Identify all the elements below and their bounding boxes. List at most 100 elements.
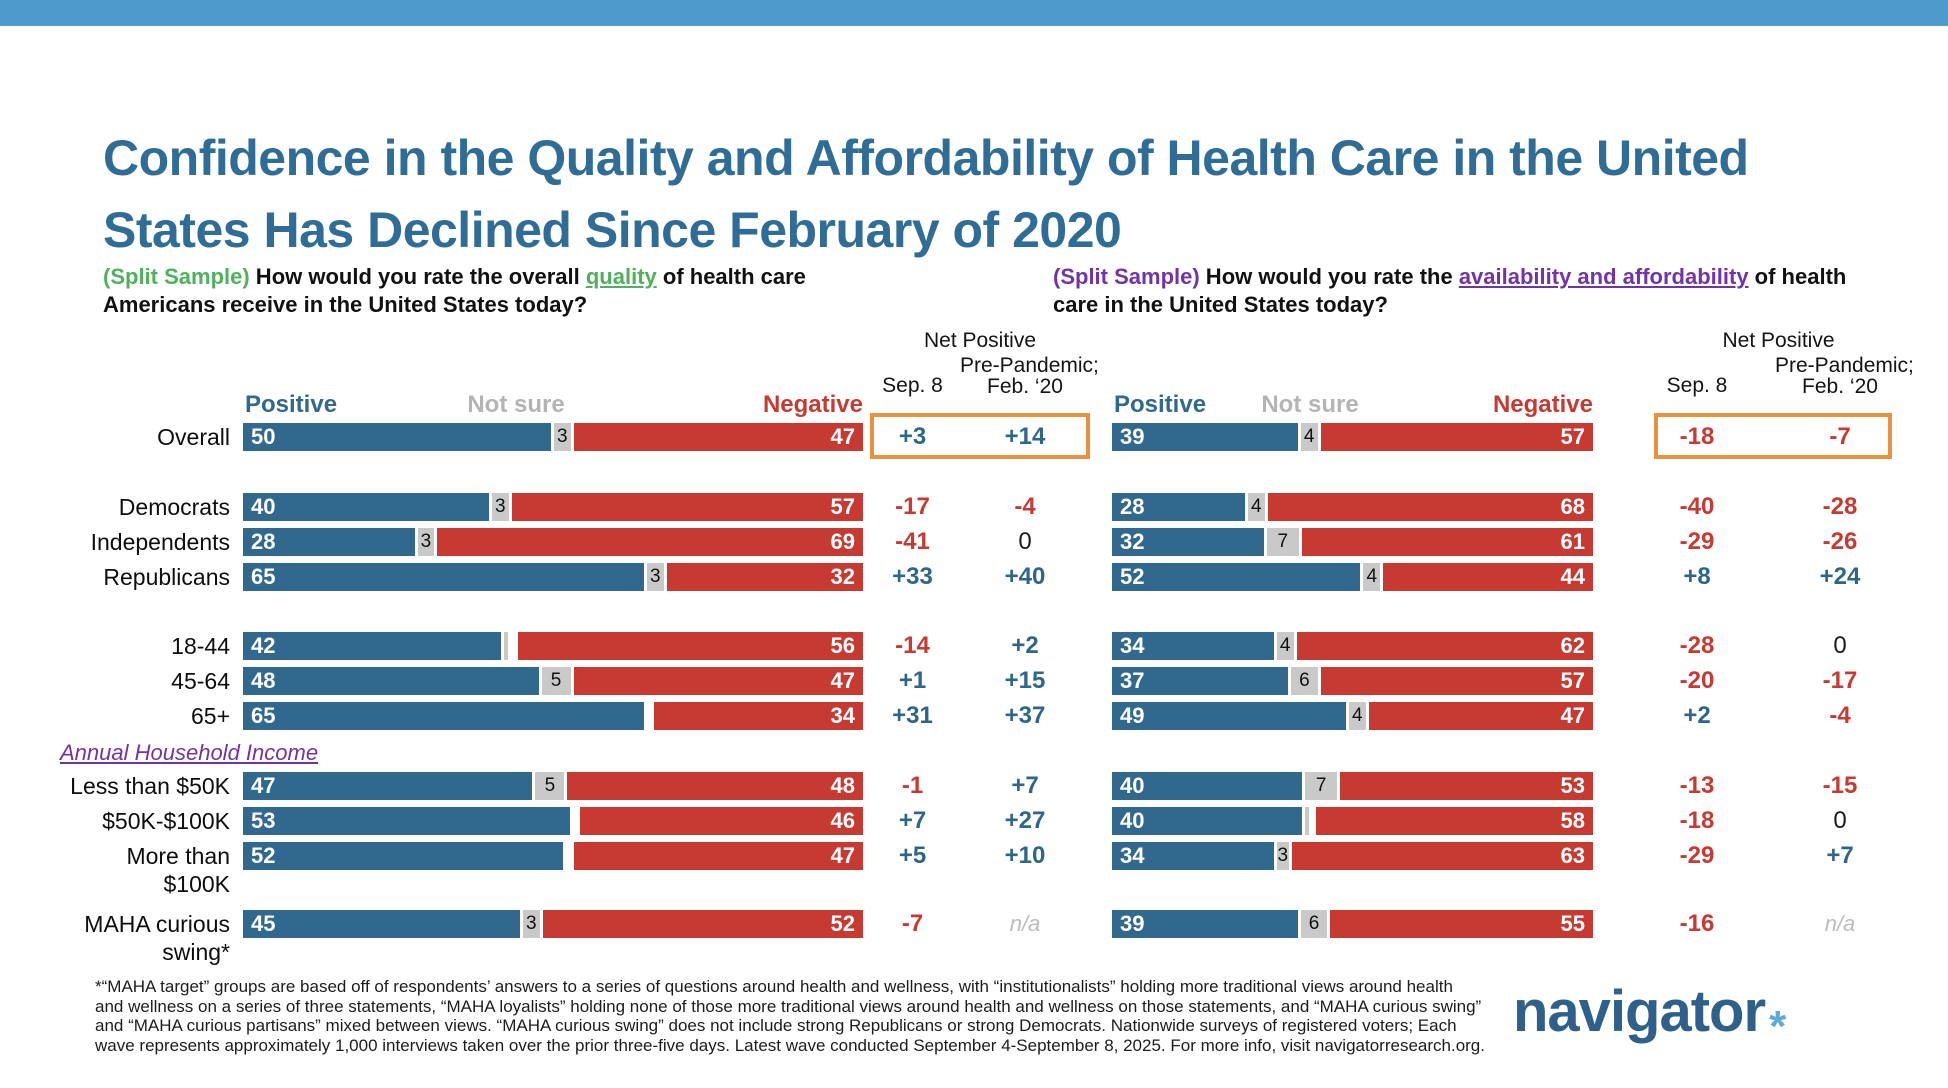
stacked-bar: 32 7 61 bbox=[1112, 528, 1593, 556]
bar-segment-positive: 34 bbox=[1112, 842, 1274, 870]
table-row: Less than $50K 47 5 48 -1 +7 40 7 53 -13 -15 bbox=[0, 772, 1948, 800]
positive-value: 39 bbox=[1120, 424, 1145, 449]
net-value: 0 bbox=[1833, 807, 1847, 834]
bar-segment-positive: 39 bbox=[1112, 910, 1298, 938]
net-value: -7 bbox=[1829, 423, 1851, 450]
stacked-bar: 39 6 55 bbox=[1112, 910, 1593, 938]
bar-segment-positive: 34 bbox=[1112, 632, 1274, 660]
bar-segment-negative: 48 bbox=[567, 772, 863, 800]
stacked-bar: 49 4 47 bbox=[1112, 702, 1593, 730]
stacked-bar: 53 46 bbox=[243, 807, 863, 835]
bar-segment-positive: 28 bbox=[243, 528, 415, 556]
not-sure-value: 4 bbox=[1352, 705, 1363, 726]
bar-segment-positive: 53 bbox=[243, 807, 570, 835]
stacked-bar: 40 7 53 bbox=[1112, 772, 1593, 800]
net-value: 0 bbox=[1018, 528, 1032, 555]
negative-value: 47 bbox=[830, 668, 855, 693]
bar-segment-negative: 47 bbox=[573, 423, 863, 451]
not-sure-value: 3 bbox=[1277, 845, 1289, 866]
not-sure-value: 7 bbox=[1277, 531, 1289, 552]
split-sample-tag-left: (Split Sample) bbox=[103, 264, 250, 289]
row-label: Overall bbox=[157, 424, 230, 450]
row-label: More than $100K bbox=[126, 843, 230, 897]
table-row: Democrats 40 3 57 -17 -4 28 4 68 -40 -28 bbox=[0, 493, 1948, 521]
bar-segment-positive: 40 bbox=[243, 493, 489, 521]
net-value: -20 bbox=[1679, 667, 1715, 694]
net-value: +27 bbox=[1004, 807, 1046, 834]
net-value: -13 bbox=[1679, 772, 1715, 799]
stacked-bar: 28 4 68 bbox=[1112, 493, 1593, 521]
negative-value: 69 bbox=[830, 529, 855, 554]
net-value: +40 bbox=[1004, 563, 1046, 590]
table-row: More than $100K 52 47 +5 +10 34 3 63 -29 +7 bbox=[0, 842, 1948, 897]
negative-header-right: Negative bbox=[1492, 391, 1593, 418]
bar-segment-positive: 28 bbox=[1112, 493, 1245, 521]
bar-segment-negative: 69 bbox=[437, 528, 863, 556]
bar-segment-negative: 61 bbox=[1301, 528, 1593, 556]
net-value: -26 bbox=[1822, 528, 1858, 555]
positive-value: 52 bbox=[251, 843, 276, 868]
positive-value: 65 bbox=[251, 564, 276, 589]
bar-segment-positive: 65 bbox=[243, 702, 644, 730]
bar-segment-positive: 32 bbox=[1112, 528, 1264, 556]
table-row: $50K-$100K 53 46 +7 +27 40 58 -18 0 bbox=[0, 807, 1948, 835]
bar-segment-not-sure: 3 bbox=[492, 493, 509, 521]
net-value: -41 bbox=[895, 528, 930, 555]
net-value: -17 bbox=[1822, 667, 1858, 694]
row-label: 65+ bbox=[190, 703, 230, 729]
bar-segment-negative: 32 bbox=[666, 563, 863, 591]
bar-segment-not-sure bbox=[504, 632, 509, 660]
question-highlight-quality: quality bbox=[585, 264, 657, 289]
stacked-bar: 37 6 57 bbox=[1112, 667, 1593, 695]
positive-header-right: Positive bbox=[1114, 391, 1207, 418]
negative-value: 56 bbox=[830, 633, 855, 658]
stacked-bar: 52 47 bbox=[243, 842, 863, 870]
positive-header-left: Positive bbox=[245, 391, 338, 418]
negative-value: 48 bbox=[830, 773, 855, 798]
bar-segment-not-sure: 3 bbox=[554, 423, 571, 451]
bar-segment-negative: 56 bbox=[517, 632, 863, 660]
negative-value: 34 bbox=[830, 703, 855, 728]
stacked-bar: 40 3 57 bbox=[243, 493, 863, 521]
positive-value: 52 bbox=[1120, 564, 1145, 589]
net-value: +31 bbox=[892, 702, 933, 729]
stacked-bar: 48 5 47 bbox=[243, 667, 863, 695]
bar-segment-not-sure: 3 bbox=[1276, 842, 1289, 870]
net-value: +14 bbox=[1004, 423, 1046, 450]
net-value: 0 bbox=[1833, 632, 1847, 659]
stacked-bar: 28 3 69 bbox=[243, 528, 863, 556]
stacked-bar: 45 3 52 bbox=[243, 910, 863, 938]
question-affordability: (Split Sample) How would you rate the av… bbox=[1053, 263, 1883, 319]
top-accent-bar bbox=[0, 0, 1948, 26]
bar-segment-negative: 57 bbox=[511, 493, 863, 521]
table-row: Republicans 65 3 32 +33 +40 52 4 44 +8 +24 bbox=[0, 563, 1948, 591]
bar-segment-not-sure: 6 bbox=[1290, 667, 1318, 695]
net-value: +7 bbox=[1826, 842, 1854, 869]
bar-segment-negative: 63 bbox=[1291, 842, 1593, 870]
positive-value: 40 bbox=[1120, 808, 1145, 833]
navigator-logo-text: navigator bbox=[1513, 979, 1766, 1044]
page-title: Confidence in the Quality and Affordabil… bbox=[103, 129, 1749, 258]
bar-segment-positive: 47 bbox=[243, 772, 533, 800]
bar-segment-negative: 47 bbox=[1368, 702, 1593, 730]
positive-value: 32 bbox=[1120, 529, 1145, 554]
sep8-header-left: Sep. 8 bbox=[882, 374, 943, 397]
bar-segment-not-sure: 3 bbox=[417, 528, 435, 556]
net-value: -40 bbox=[1679, 493, 1715, 520]
bar-segment-positive: 40 bbox=[1112, 772, 1303, 800]
negative-value: 32 bbox=[830, 564, 855, 589]
bar-segment-not-sure: 4 bbox=[1276, 632, 1294, 660]
footnote: *“MAHA target” groups are based off of r… bbox=[95, 977, 1485, 1055]
positive-value: 40 bbox=[1120, 773, 1145, 798]
row-label: 18-44 bbox=[171, 633, 230, 659]
table-row: 45-64 48 5 47 +1 +15 37 6 57 -20 -17 bbox=[0, 667, 1948, 695]
negative-value: 57 bbox=[1560, 424, 1585, 449]
bar-segment-positive: 42 bbox=[243, 632, 502, 660]
positive-value: 53 bbox=[251, 808, 276, 833]
table-row: MAHA curious swing* 45 3 52 -7 n/a 39 6 55 -16 n/a bbox=[0, 910, 1948, 965]
negative-value: 63 bbox=[1560, 843, 1585, 868]
prepandemic-line2-left: Feb. ‘20 bbox=[987, 375, 1063, 398]
not-sure-value: 4 bbox=[1279, 635, 1291, 656]
bar-segment-negative: 55 bbox=[1330, 910, 1593, 938]
bar-segment-positive: 39 bbox=[1112, 423, 1298, 451]
